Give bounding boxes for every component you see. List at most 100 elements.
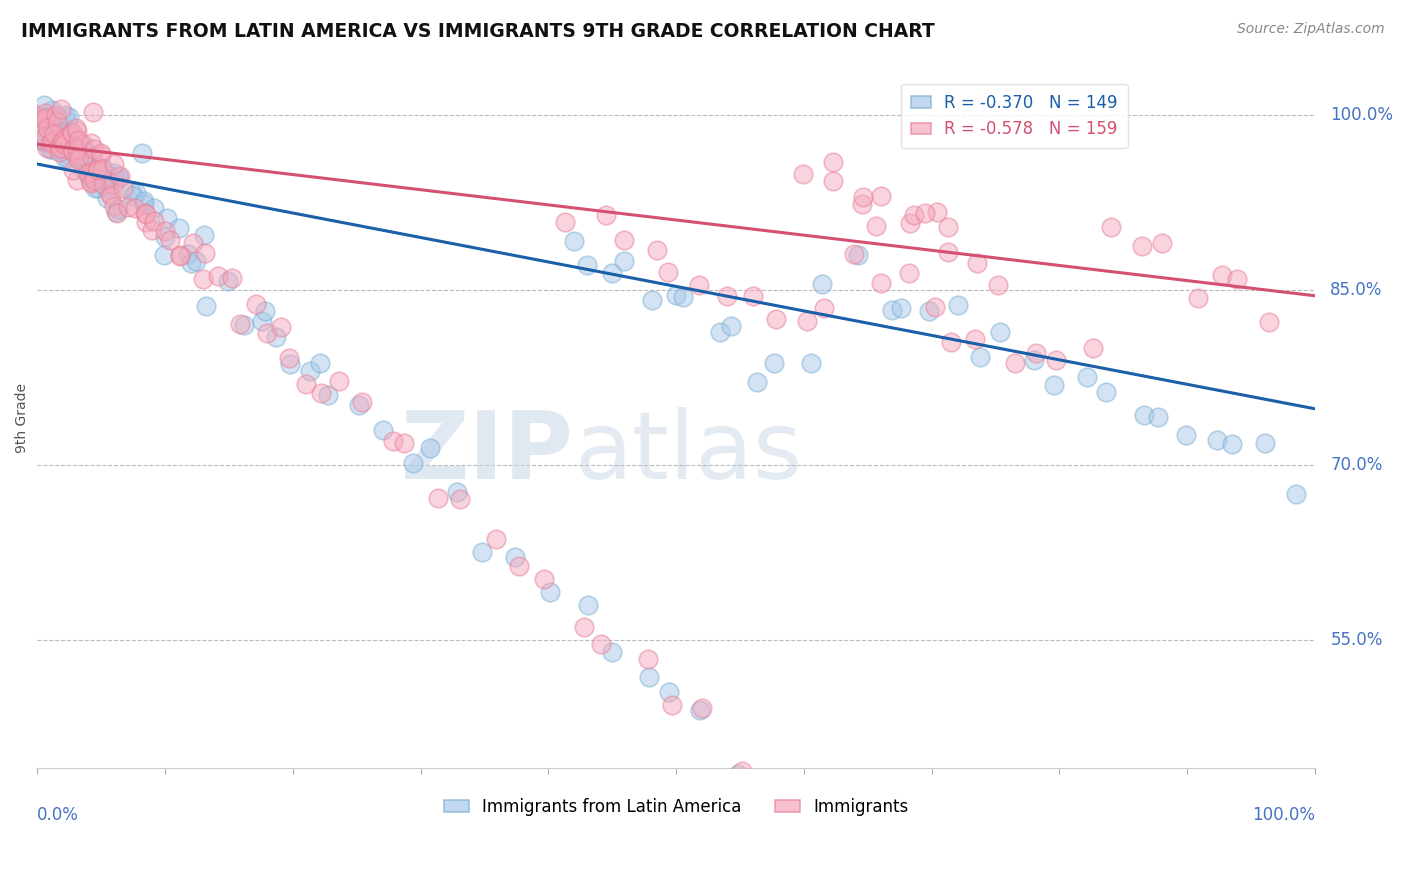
Point — [97, 168, 120, 182]
Point — [929, 877, 952, 891]
Text: ZIP: ZIP — [401, 407, 574, 499]
Text: atlas: atlas — [574, 407, 803, 499]
Point — [83, 142, 105, 156]
Point — [91, 161, 114, 175]
Point — [1025, 346, 1047, 360]
Point — [48, 143, 70, 157]
Point — [103, 166, 125, 180]
Point — [914, 206, 936, 220]
Text: 0.0%: 0.0% — [38, 806, 79, 824]
Point — [34, 111, 56, 125]
Point — [727, 767, 749, 781]
Point — [1285, 486, 1308, 500]
Point — [613, 233, 636, 247]
Point — [538, 584, 561, 599]
Point — [731, 764, 754, 778]
Point — [1150, 236, 1173, 251]
Point — [131, 146, 153, 161]
Point — [67, 152, 90, 166]
Point — [371, 423, 394, 437]
Point — [31, 132, 53, 146]
Point — [112, 180, 135, 194]
Point — [67, 150, 90, 164]
Point — [859, 864, 882, 879]
Point — [84, 162, 107, 177]
Point — [86, 180, 108, 194]
Point — [48, 145, 70, 159]
Point — [256, 326, 278, 340]
Point — [105, 206, 128, 220]
Y-axis label: 9th Grade: 9th Grade — [15, 383, 30, 453]
Point — [66, 146, 89, 161]
Point — [1081, 341, 1104, 355]
Point — [1226, 272, 1249, 286]
Point — [350, 394, 373, 409]
Point — [80, 176, 103, 190]
Point — [84, 181, 107, 195]
Text: 55.0%: 55.0% — [1330, 631, 1382, 648]
Point — [194, 245, 217, 260]
Point — [100, 189, 122, 203]
Point — [65, 121, 87, 136]
Point — [742, 289, 765, 303]
Point — [184, 253, 207, 268]
Point — [58, 133, 80, 147]
Point — [90, 148, 112, 162]
Point — [426, 491, 449, 506]
Point — [800, 356, 823, 370]
Point — [709, 325, 731, 339]
Point — [56, 142, 79, 156]
Point — [1257, 315, 1279, 329]
Point — [20, 105, 42, 120]
Point — [60, 126, 83, 140]
Point — [72, 137, 94, 152]
Point — [946, 298, 969, 312]
Point — [328, 374, 350, 388]
Point — [207, 268, 229, 283]
Point — [987, 277, 1010, 292]
Point — [600, 266, 623, 280]
Point — [193, 228, 215, 243]
Point — [44, 109, 66, 123]
Point — [83, 173, 105, 187]
Point — [852, 190, 875, 204]
Point — [34, 129, 56, 144]
Point — [65, 142, 87, 156]
Point — [62, 163, 84, 178]
Point — [692, 701, 714, 715]
Point — [32, 98, 55, 112]
Point — [180, 256, 202, 270]
Point — [245, 297, 267, 311]
Point — [776, 775, 799, 789]
Point — [132, 194, 155, 208]
Point — [69, 145, 91, 160]
Point — [49, 123, 72, 137]
Point — [49, 102, 72, 116]
Text: 70.0%: 70.0% — [1330, 456, 1382, 474]
Point — [925, 204, 948, 219]
Point — [765, 312, 787, 326]
Point — [41, 133, 63, 147]
Point — [121, 189, 143, 203]
Point — [177, 246, 200, 260]
Point — [153, 248, 176, 262]
Point — [270, 320, 292, 334]
Point — [31, 132, 53, 146]
Point — [142, 214, 165, 228]
Point — [853, 888, 876, 892]
Point — [572, 620, 595, 634]
Point — [91, 178, 114, 192]
Point — [62, 139, 84, 153]
Point — [32, 133, 55, 147]
Point — [67, 149, 90, 163]
Point — [924, 300, 946, 314]
Point — [70, 137, 93, 152]
Point — [637, 652, 659, 666]
Point — [645, 244, 668, 258]
Point — [846, 248, 869, 262]
Point — [105, 205, 128, 219]
Point — [75, 145, 97, 159]
Point — [80, 175, 103, 189]
Point — [1205, 433, 1227, 447]
Point — [53, 136, 76, 151]
